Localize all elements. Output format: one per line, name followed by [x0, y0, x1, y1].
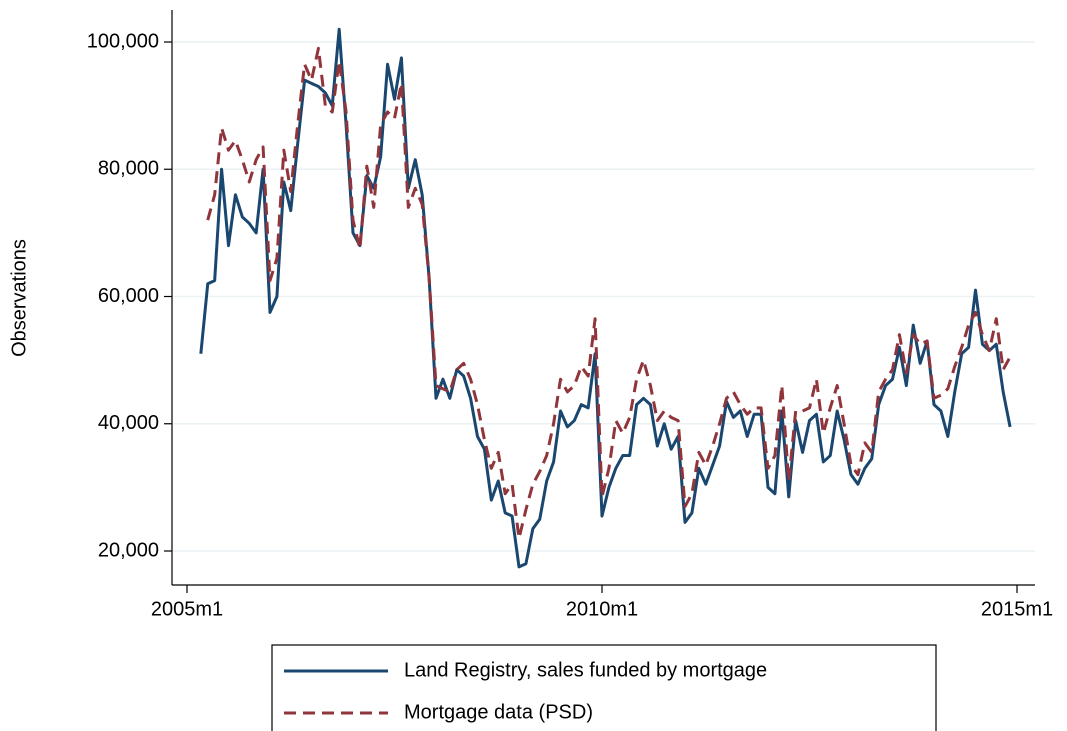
series-line: [206, 46, 1012, 540]
x-tick-label: 2015m1: [981, 598, 1053, 620]
y-tick-label: 40,000: [98, 412, 159, 434]
y-tick-label: 60,000: [98, 285, 159, 307]
series-line: [199, 27, 1012, 569]
legend-label: Mortgage data (PSD): [404, 701, 593, 723]
y-axis-title: Observations: [8, 239, 30, 357]
legend-box: [271, 644, 937, 731]
y-tick-label: 80,000: [98, 158, 159, 180]
y-tick-label: 20,000: [98, 539, 159, 561]
x-tick-label: 2005m1: [151, 598, 223, 620]
legend-label: Land Registry, sales funded by mortgage: [404, 659, 767, 681]
y-tick-label: 100,000: [87, 30, 159, 52]
x-tick-label: 2010m1: [566, 598, 638, 620]
